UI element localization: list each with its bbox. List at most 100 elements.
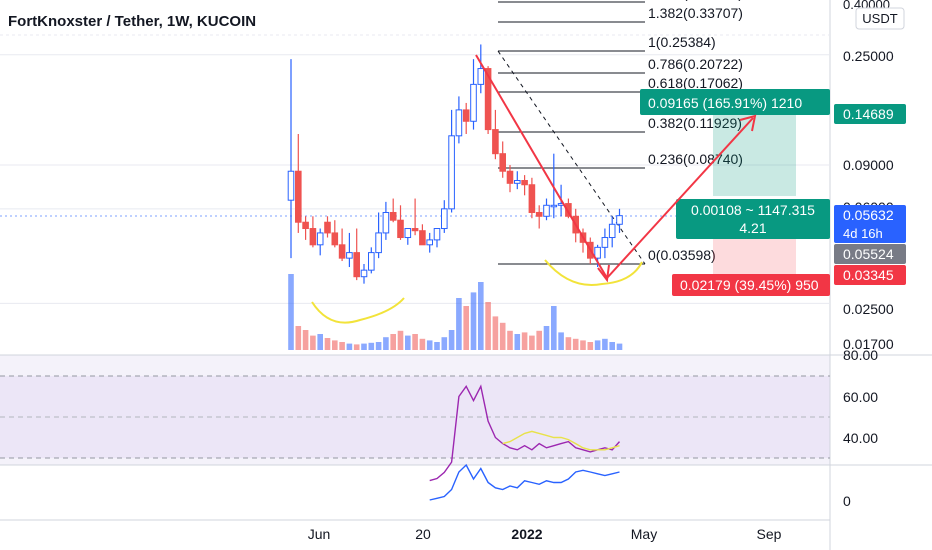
lower-indicator-line — [429, 463, 620, 501]
position-info-line1: 0.00108 ~ 1147.315 — [691, 202, 815, 218]
long-position-tool[interactable]: 0.09165 (165.91%) 1210 0.02179 (39.45%) 9… — [640, 89, 830, 296]
candle-body-30 — [506, 170, 514, 184]
uptrend-arrowhead[interactable] — [739, 114, 757, 132]
fib-level-label-5: 0.382(0.11929) — [648, 115, 742, 131]
volume-bar-2 — [302, 330, 309, 350]
volume-bar-23 — [456, 298, 462, 350]
time-tick-2: 2022 — [511, 526, 542, 542]
candle-body-31 — [514, 180, 521, 184]
alt-price-badge-text: 0.05524 — [843, 246, 894, 262]
lower-indicator — [429, 463, 620, 501]
alt-price-badge-box — [834, 244, 906, 264]
fib-level-label-7: 0(0.03598) — [648, 247, 716, 263]
volume-bar-25 — [470, 292, 477, 350]
candle-body-13 — [382, 211, 390, 234]
candle-body-29 — [499, 153, 506, 172]
time-tick-1: 20 — [415, 526, 431, 542]
volume-bar-43 — [602, 338, 608, 350]
volume-bar-44 — [609, 342, 615, 350]
cup-curve-right[interactable] — [544, 259, 643, 286]
volume-bar-29 — [499, 322, 506, 350]
candle-body-5 — [324, 221, 331, 234]
candle-body-22 — [448, 135, 455, 210]
candle-body-1 — [295, 170, 302, 223]
price-tick-4: 0.01700 — [843, 336, 894, 352]
symbol-title: FortKnoxster / Tether, 1W, KUCOIN — [8, 13, 256, 30]
candle-body-25 — [470, 83, 477, 122]
volume-bar-0 — [288, 274, 294, 350]
candle-body-18 — [419, 230, 426, 246]
candlesticks — [287, 44, 623, 284]
rsi-tick-0: 80.00 — [843, 347, 878, 363]
candle-body-34 — [535, 211, 543, 217]
candle-body-6 — [331, 232, 339, 246]
candle-body-17 — [411, 228, 419, 232]
volume-bar-41 — [587, 342, 594, 350]
volume-bar-26 — [478, 282, 484, 350]
stop-price-badge-box — [834, 265, 906, 285]
fib-level-label-1: 1.382(0.33707) — [648, 5, 743, 21]
volume-bar-13 — [383, 337, 389, 350]
candle-body-35 — [543, 204, 550, 217]
candle-body-8 — [346, 252, 353, 259]
candle-body-9 — [353, 252, 360, 278]
currency-badge-box[interactable] — [855, 7, 905, 30]
volume-bar-34 — [536, 330, 542, 350]
volume-bar-18 — [419, 338, 426, 350]
downtrend-arrow-line[interactable] — [475, 54, 608, 279]
fibonacci-retracement[interactable]: 1.618(0.38848) 1.382(0.33707) 1(0.25384) 0.… — [497, 0, 743, 265]
volume-bar-24 — [463, 306, 469, 350]
uptrend-arrow-line[interactable] — [606, 117, 754, 279]
candle-body-7 — [338, 244, 346, 259]
candle-body-2 — [302, 221, 309, 230]
volume-bar-9 — [353, 344, 360, 350]
volume-bars — [288, 274, 623, 350]
price-tick-3: 0.02500 — [843, 301, 894, 317]
current-price-badge-box — [834, 205, 906, 243]
volume-bar-31 — [514, 334, 521, 350]
volume-bar-3 — [310, 335, 316, 350]
candle-body-32 — [521, 180, 528, 186]
volume-bar-6 — [332, 340, 338, 350]
fib-level-label-0: 1.618(0.38848) — [648, 0, 743, 1]
volume-bar-27 — [485, 302, 491, 350]
volume-bar-20 — [434, 342, 440, 350]
stop-zone — [713, 236, 796, 276]
volume-bar-22 — [448, 330, 455, 350]
volume-bar-10 — [361, 343, 367, 350]
current-price-badge-sub: 4d 16h — [843, 226, 883, 241]
candle-body-26 — [477, 68, 485, 85]
candle-body-14 — [389, 211, 397, 221]
downtrend-arrowhead[interactable] — [597, 264, 610, 283]
price-tick-0: 0.25000 — [843, 48, 894, 64]
volume-bar-38 — [565, 337, 572, 350]
fib-level-label-4: 0.618(0.17062) — [648, 75, 743, 91]
volume-bar-42 — [594, 340, 601, 350]
candle-body-45 — [616, 215, 623, 225]
volume-bar-7 — [339, 342, 345, 350]
target-price-badge-box — [834, 104, 906, 124]
stop-label-box — [672, 274, 830, 296]
volume-bar-40 — [580, 340, 586, 350]
annotations[interactable] — [311, 54, 757, 324]
volume-bar-32 — [521, 332, 528, 350]
volume-bar-1 — [295, 326, 302, 350]
candle-body-16 — [404, 228, 412, 239]
volume-bar-36 — [551, 306, 557, 350]
current-price-badge-text: 0.05632 — [843, 207, 894, 223]
candle-body-15 — [397, 219, 404, 239]
volume-bar-37 — [558, 332, 564, 350]
stop-price-badge-text: 0.03345 — [843, 267, 894, 283]
fib-trend-line — [497, 50, 646, 265]
target-zone — [713, 113, 796, 196]
currency-badge-label: USDT — [862, 11, 897, 26]
volume-bar-11 — [368, 342, 375, 350]
volume-bar-16 — [405, 335, 411, 350]
candle-body-12 — [375, 232, 382, 254]
stop-label-text: 0.02179 (39.45%) 950 — [680, 277, 819, 293]
target-label-box — [640, 89, 830, 115]
position-info-line2: 4.21 — [739, 220, 766, 236]
candle-body-27 — [484, 68, 492, 131]
cup-curve-left[interactable] — [311, 297, 405, 324]
